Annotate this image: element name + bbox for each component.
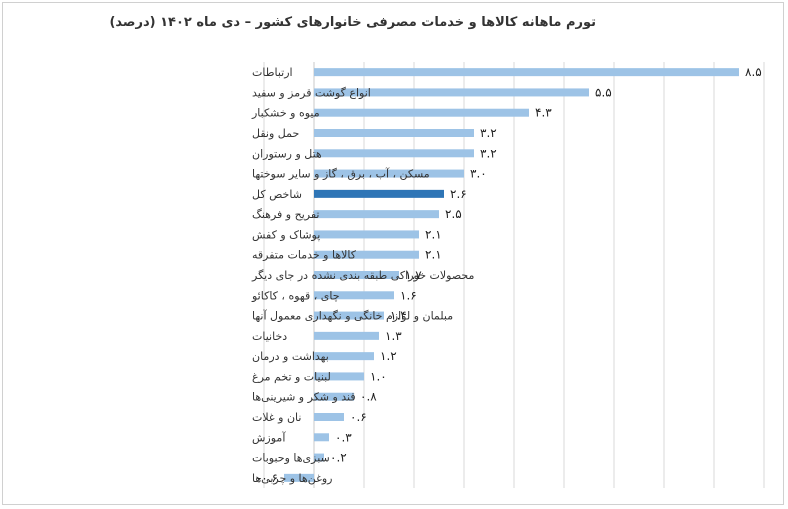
data-label: ۲.۱ xyxy=(425,248,442,262)
bar xyxy=(314,189,444,198)
category-label: هتل و رستوران xyxy=(252,147,322,160)
bar xyxy=(314,372,364,381)
data-label: ۰.۶ xyxy=(350,410,367,424)
category-label: تفریح و فرهنگ xyxy=(252,208,319,221)
category-label: ارتباطات xyxy=(252,66,293,79)
bar xyxy=(314,149,474,158)
data-label: ۰.۸ xyxy=(360,390,377,404)
bar xyxy=(314,311,384,320)
category-label: بهداشت و درمان xyxy=(252,350,329,363)
data-label: ۱.۰ xyxy=(370,369,387,383)
category-label: آموزش xyxy=(252,430,286,444)
bar xyxy=(314,108,529,117)
data-label: ۰.۲ xyxy=(330,451,347,465)
bar xyxy=(314,88,589,97)
category-label: میوه و خشکبار xyxy=(251,107,320,120)
category-label: قند و شکر و شیرینی‌ها xyxy=(252,391,356,404)
category-label: چای ، قهوه ، کاکائو xyxy=(251,289,340,302)
bar xyxy=(314,352,374,361)
data-label: ۲.۱ xyxy=(425,227,442,241)
bar xyxy=(314,392,354,401)
data-label: ۴.۳ xyxy=(535,106,552,120)
bar xyxy=(314,68,739,77)
bar xyxy=(314,129,474,137)
data-label: ۳.۲ xyxy=(480,126,497,140)
bar xyxy=(284,473,314,482)
chart-title: تورم ماهانه کالاها و خدمات مصرفی خانواره… xyxy=(109,15,596,30)
category-label: مبلمان و لوازم خانگی و نگهداری معمول آنه… xyxy=(252,309,453,323)
data-label: ۵.۵ xyxy=(595,85,612,99)
data-label: ۱.۳ xyxy=(385,329,402,343)
category-label: نان و غلات xyxy=(252,411,301,424)
category-label: سبزی‌ها وحبوبات xyxy=(252,452,330,465)
data-label: ۱.۲ xyxy=(380,349,397,363)
bar xyxy=(314,210,439,219)
category-label: حمل ونقل xyxy=(252,127,299,140)
category-label: لبنیات و تخم مرغ xyxy=(252,370,331,383)
data-label: ۳.۰ xyxy=(470,167,487,181)
data-label: ۱.۴ xyxy=(390,309,407,323)
category-labels: ارتباطات انواع گوشت قرمز و سفید میوه و خشک… xyxy=(251,66,474,485)
bar xyxy=(314,230,419,239)
bar xyxy=(314,453,324,462)
bar xyxy=(314,250,419,259)
category-label: محصولات خوراکی طبقه بندی نشده در جای دیگ… xyxy=(251,269,474,282)
data-label: ۲.۶ xyxy=(450,187,467,201)
category-label: روغن‌ها و چربی‌ها xyxy=(252,472,332,485)
bar xyxy=(314,291,394,300)
data-label: ۱.۶ xyxy=(400,288,417,302)
category-label: مسکن ، آب ، برق ، گاز و سایر سوختها xyxy=(252,167,430,181)
data-label: ۰.۳ xyxy=(335,430,352,444)
bar xyxy=(314,433,329,442)
data-label: -۰.۶ xyxy=(257,471,278,485)
category-label: انواع گوشت قرمز و سفید xyxy=(252,86,371,99)
category-label: شاخص کل xyxy=(252,188,302,201)
value-labels: ۸.۵۵.۵۴.۳۳.۲۳.۲۳.۰۲.۶۲.۵۲.۱۲.۱۱.۷۱.۶۱.۴۱… xyxy=(257,65,762,485)
data-label: ۸.۵ xyxy=(745,65,762,79)
bar xyxy=(314,271,399,279)
bars xyxy=(284,68,739,482)
bar xyxy=(314,331,379,340)
bar xyxy=(314,169,464,178)
data-label: ۳.۲ xyxy=(480,146,497,160)
bar xyxy=(314,413,344,421)
data-label: ۱.۷ xyxy=(405,268,422,282)
category-label: دخانیات xyxy=(252,330,287,343)
category-label: کالاها و خدمات متفرقه xyxy=(252,249,357,262)
data-label: ۲.۵ xyxy=(445,207,462,221)
category-label: پوشاک و کفش xyxy=(252,228,320,241)
